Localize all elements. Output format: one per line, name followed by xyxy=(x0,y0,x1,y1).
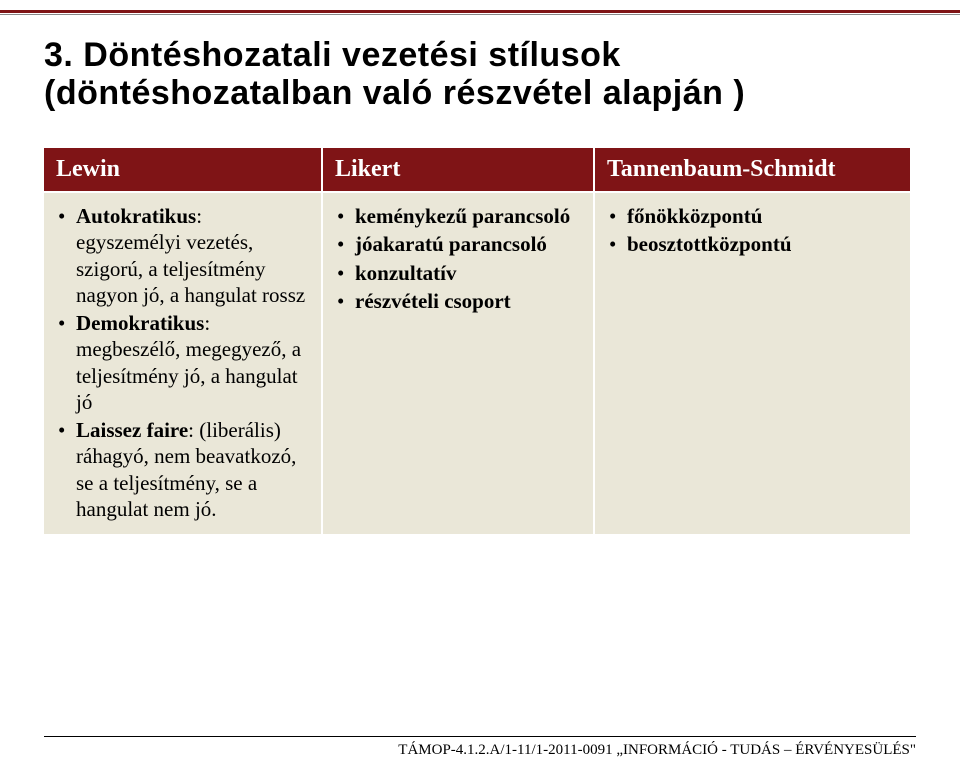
likert-b1: keménykezű parancsoló xyxy=(355,204,570,228)
list-item: Demokratikus: megbeszélő, megegyező, a t… xyxy=(58,310,309,415)
lewin-demokratikus-label: Demokratikus xyxy=(76,311,204,335)
list-item: jóakaratú parancsoló xyxy=(337,231,581,257)
comparison-table-wrap: Lewin Likert Tannenbaum-Schmidt Autokrat… xyxy=(44,146,916,536)
footer-text: TÁMOP-4.1.2.A/1-11/1-2011-0091 „INFORMÁC… xyxy=(398,742,916,759)
table-header-row: Lewin Likert Tannenbaum-Schmidt xyxy=(44,147,910,192)
lewin-autokratikus-label: Autokratikus xyxy=(76,204,196,228)
top-thin-line xyxy=(0,14,960,15)
ts-b1: főnökközpontú xyxy=(627,204,762,228)
list-item: főnökközpontú xyxy=(609,203,898,229)
comparison-table: Lewin Likert Tannenbaum-Schmidt Autokrat… xyxy=(44,146,910,536)
top-accent-bar xyxy=(0,10,960,13)
cell-lewin: Autokratikus: egyszemélyi vezetés, szigo… xyxy=(44,192,322,535)
ts-list: főnökközpontú beosztottközpontú xyxy=(609,203,898,258)
list-item: konzultatív xyxy=(337,260,581,286)
cell-likert: keménykezű parancsoló jóakaratú parancso… xyxy=(322,192,594,535)
list-item: Laissez faire: (liberális) ráhagyó, nem … xyxy=(58,417,309,522)
list-item: részvételi csoport xyxy=(337,288,581,314)
footer-divider xyxy=(44,736,916,737)
likert-list: keménykezű parancsoló jóakaratú parancso… xyxy=(337,203,581,314)
lewin-laissez-label: Laissez faire xyxy=(76,418,188,442)
slide-title: 3. Döntéshozatali vezetési stílusok (dön… xyxy=(44,36,916,112)
cell-tannenbaum-schmidt: főnökközpontú beosztottközpontú xyxy=(594,192,910,535)
likert-b4: részvételi csoport xyxy=(355,289,511,313)
lewin-list: Autokratikus: egyszemélyi vezetés, szigo… xyxy=(58,203,309,522)
list-item: Autokratikus: egyszemélyi vezetés, szigo… xyxy=(58,203,309,308)
likert-b3: konzultatív xyxy=(355,261,457,285)
likert-b2: jóakaratú parancsoló xyxy=(355,232,547,256)
header-lewin: Lewin xyxy=(44,147,322,192)
header-tannenbaum-schmidt: Tannenbaum-Schmidt xyxy=(594,147,910,192)
table-row: Autokratikus: egyszemélyi vezetés, szigo… xyxy=(44,192,910,535)
ts-b2: beosztottközpontú xyxy=(627,232,792,256)
list-item: beosztottközpontú xyxy=(609,231,898,257)
slide: 3. Döntéshozatali vezetési stílusok (dön… xyxy=(0,0,960,771)
header-likert: Likert xyxy=(322,147,594,192)
list-item: keménykezű parancsoló xyxy=(337,203,581,229)
